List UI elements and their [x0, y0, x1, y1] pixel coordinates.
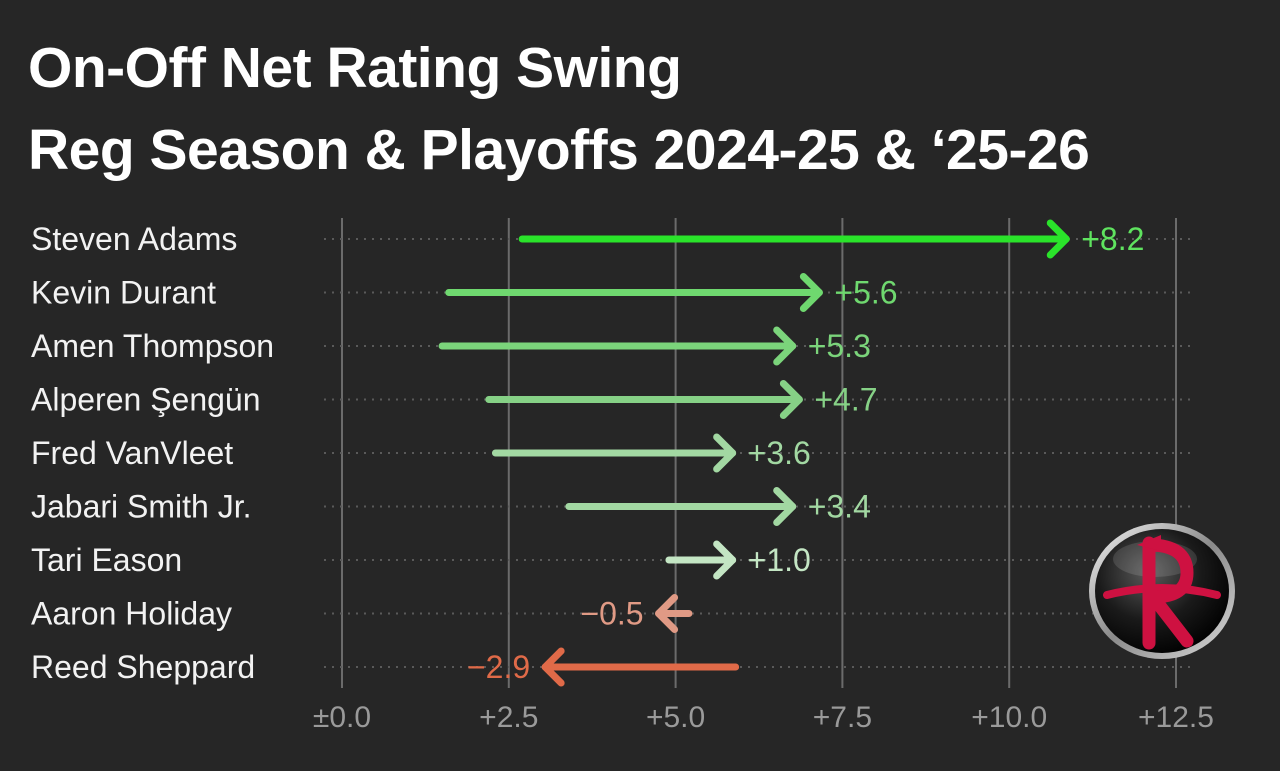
arrow-mark	[565, 487, 797, 526]
value-label: −2.9	[467, 649, 530, 685]
player-label: Steven Adams	[31, 221, 237, 257]
chart-title: On-Off Net Rating Swing Reg Season & Pla…	[28, 36, 1090, 182]
arrow-head	[655, 594, 679, 633]
arrow-mark	[485, 380, 803, 419]
rockets-logo-icon	[1089, 523, 1235, 659]
arrow-head	[713, 540, 737, 580]
arrow-head	[799, 273, 823, 312]
title-line-2: Reg Season & Playoffs 2024-25 & ‘25-26	[28, 118, 1090, 182]
value-label: +1.0	[748, 542, 811, 578]
arrow-mark	[491, 433, 737, 473]
value-label: +5.3	[808, 328, 871, 364]
x-tick-label: ±0.0	[313, 701, 371, 734]
arrow-head	[1046, 219, 1070, 259]
arrow-mark	[541, 647, 740, 687]
player-label: Alperen Şengün	[31, 382, 261, 418]
value-label: +4.7	[814, 382, 877, 418]
arrow-mark	[665, 540, 737, 580]
arrow-mark	[445, 273, 823, 312]
x-tick-label: +5.0	[646, 701, 705, 734]
x-tick-label: +2.5	[479, 701, 538, 734]
arrow-head	[541, 647, 565, 687]
value-label: +5.6	[834, 275, 897, 311]
x-tick-label: +10.0	[971, 701, 1047, 734]
x-tick-label: +12.5	[1138, 701, 1214, 734]
arrow-mark	[438, 326, 797, 366]
value-label: +3.6	[748, 435, 811, 471]
arrow-mark	[655, 594, 693, 633]
x-tick-label: +7.5	[813, 701, 872, 734]
value-label: +8.2	[1081, 221, 1144, 257]
arrow-head	[713, 433, 737, 473]
arrow-head	[773, 487, 797, 526]
player-label: Reed Sheppard	[31, 649, 255, 685]
player-label: Jabari Smith Jr.	[31, 489, 252, 525]
arrow-head	[779, 380, 803, 419]
player-label: Aaron Holiday	[31, 596, 232, 632]
arrow-head	[773, 326, 797, 366]
player-label: Kevin Durant	[31, 275, 216, 311]
player-label: Fred VanVleet	[31, 435, 233, 471]
arrow-mark	[518, 219, 1070, 259]
player-label: Amen Thompson	[31, 328, 274, 364]
value-label: +3.4	[808, 489, 871, 525]
value-label: −0.5	[580, 596, 643, 632]
title-line-1: On-Off Net Rating Swing	[28, 36, 682, 100]
player-label: Tari Eason	[31, 542, 182, 578]
